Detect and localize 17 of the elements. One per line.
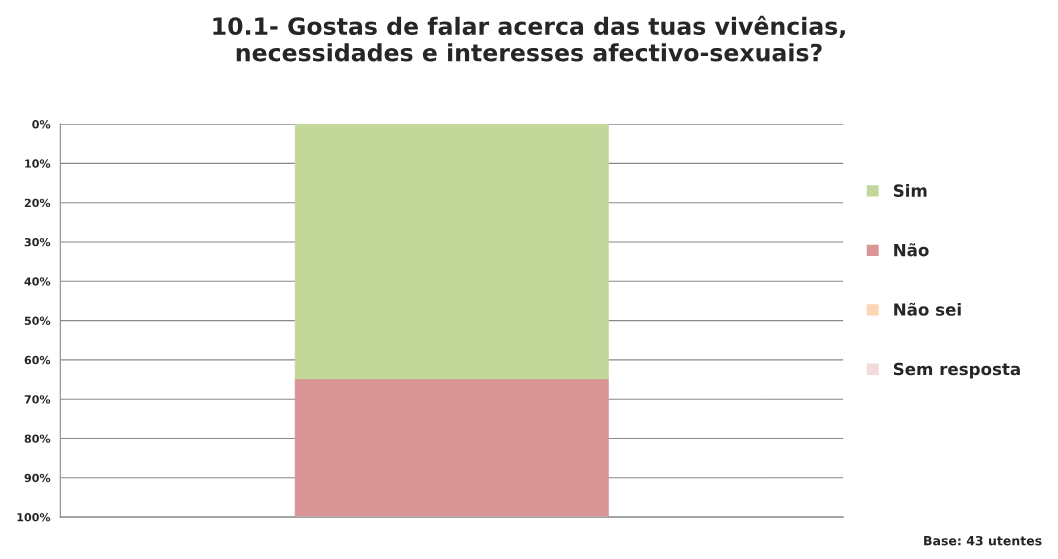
legend-label: Sim bbox=[893, 184, 927, 197]
y-tick-label: 70% bbox=[24, 395, 51, 404]
y-tick-label: 60% bbox=[24, 355, 51, 365]
y-tick-label: 80% bbox=[24, 434, 51, 443]
legend-label: Sem resposta bbox=[893, 362, 1020, 379]
y-tick-label: 30% bbox=[24, 237, 51, 247]
y-tick-label: 50% bbox=[24, 316, 51, 325]
legend-label: Não sei bbox=[894, 302, 961, 316]
y-tick-label: 20% bbox=[24, 198, 51, 208]
chart-title: 10.1- Gostas de falar acerca das tuas vivências, necessidades e interesses afectivo-sexuais? bbox=[213, 15, 845, 62]
y-tick-label: 100% bbox=[17, 513, 51, 522]
y-tick-label: 0% bbox=[32, 120, 51, 129]
y-tick-label: 90% bbox=[24, 473, 51, 483]
y-tick-label: 40% bbox=[24, 277, 51, 286]
legend-label: Não bbox=[894, 243, 929, 257]
text: Base: 43 utentes bbox=[924, 535, 1042, 546]
y-tick-label: 10% bbox=[25, 159, 51, 168]
